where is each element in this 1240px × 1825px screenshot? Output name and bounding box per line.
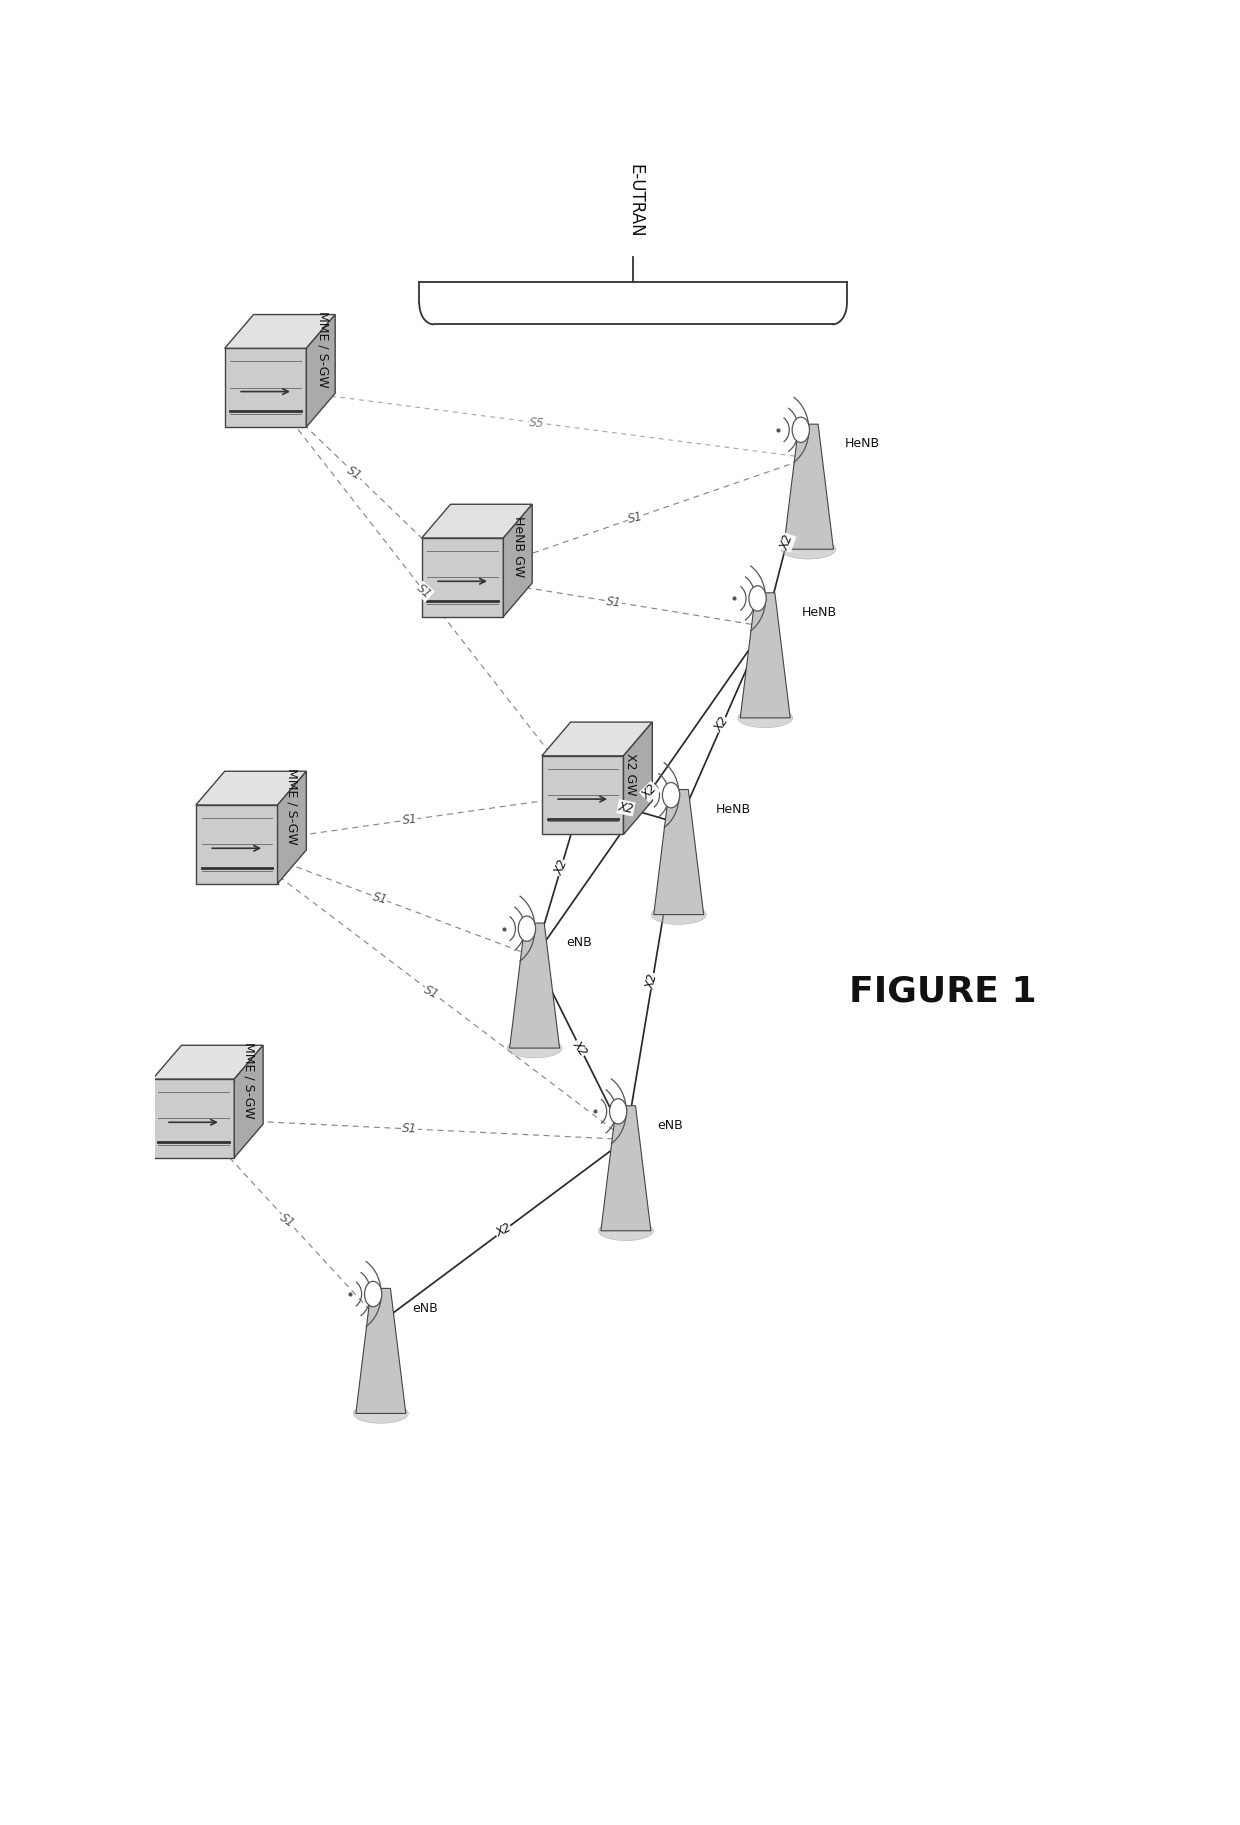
Polygon shape [740, 593, 790, 717]
Text: HeNB: HeNB [844, 438, 880, 451]
Polygon shape [153, 1079, 234, 1157]
Polygon shape [653, 790, 704, 914]
Text: S1: S1 [402, 1122, 418, 1135]
Circle shape [610, 1099, 627, 1124]
Polygon shape [422, 504, 532, 538]
Polygon shape [510, 923, 559, 1048]
Polygon shape [278, 772, 306, 883]
Text: S1: S1 [605, 595, 622, 610]
Text: FIGURE 1: FIGURE 1 [849, 975, 1037, 1009]
Text: S1: S1 [626, 509, 645, 526]
Polygon shape [601, 1106, 651, 1230]
Text: S5: S5 [529, 416, 546, 431]
Polygon shape [196, 805, 278, 883]
Text: S1: S1 [402, 812, 418, 827]
Polygon shape [356, 1288, 405, 1413]
Text: E-UTRAN: E-UTRAN [626, 164, 645, 237]
Polygon shape [784, 423, 833, 549]
Text: MME / S-GW: MME / S-GW [316, 310, 330, 387]
Text: X2 GW: X2 GW [624, 752, 637, 796]
Text: X2: X2 [644, 973, 661, 991]
Text: S1: S1 [371, 891, 388, 907]
Text: X2: X2 [494, 1221, 513, 1241]
Polygon shape [542, 723, 652, 756]
Circle shape [662, 783, 680, 808]
Text: HeNB: HeNB [802, 606, 837, 619]
Polygon shape [542, 756, 624, 834]
Text: HeNB: HeNB [715, 803, 750, 816]
Ellipse shape [781, 540, 836, 558]
Ellipse shape [738, 708, 792, 728]
Circle shape [518, 916, 536, 942]
Polygon shape [422, 538, 503, 617]
Polygon shape [224, 314, 335, 349]
Circle shape [365, 1281, 382, 1307]
Text: X2: X2 [777, 533, 796, 551]
Text: HeNB GW: HeNB GW [512, 516, 525, 577]
Text: X2: X2 [640, 781, 660, 801]
Text: MME / S-GW: MME / S-GW [286, 768, 299, 845]
Ellipse shape [599, 1221, 653, 1241]
Text: S1: S1 [414, 582, 434, 600]
Text: X2: X2 [618, 799, 635, 816]
Polygon shape [224, 349, 306, 427]
Polygon shape [234, 1046, 263, 1157]
Text: eNB: eNB [413, 1301, 438, 1314]
Text: X2: X2 [552, 858, 570, 878]
Text: S1: S1 [278, 1210, 298, 1230]
Text: eNB: eNB [567, 936, 591, 949]
Text: MME / S-GW: MME / S-GW [243, 1042, 255, 1119]
Circle shape [749, 586, 766, 611]
Text: S1: S1 [422, 982, 441, 1002]
Text: X2: X2 [570, 1038, 590, 1058]
Polygon shape [153, 1046, 263, 1079]
Polygon shape [624, 723, 652, 834]
Polygon shape [306, 314, 335, 427]
Polygon shape [503, 504, 532, 617]
Text: X2: X2 [712, 715, 732, 735]
Circle shape [792, 418, 810, 442]
Text: eNB: eNB [657, 1119, 683, 1132]
Ellipse shape [353, 1403, 408, 1424]
Text: S1: S1 [345, 464, 365, 482]
Polygon shape [196, 772, 306, 805]
Ellipse shape [507, 1038, 562, 1058]
Ellipse shape [651, 905, 707, 925]
